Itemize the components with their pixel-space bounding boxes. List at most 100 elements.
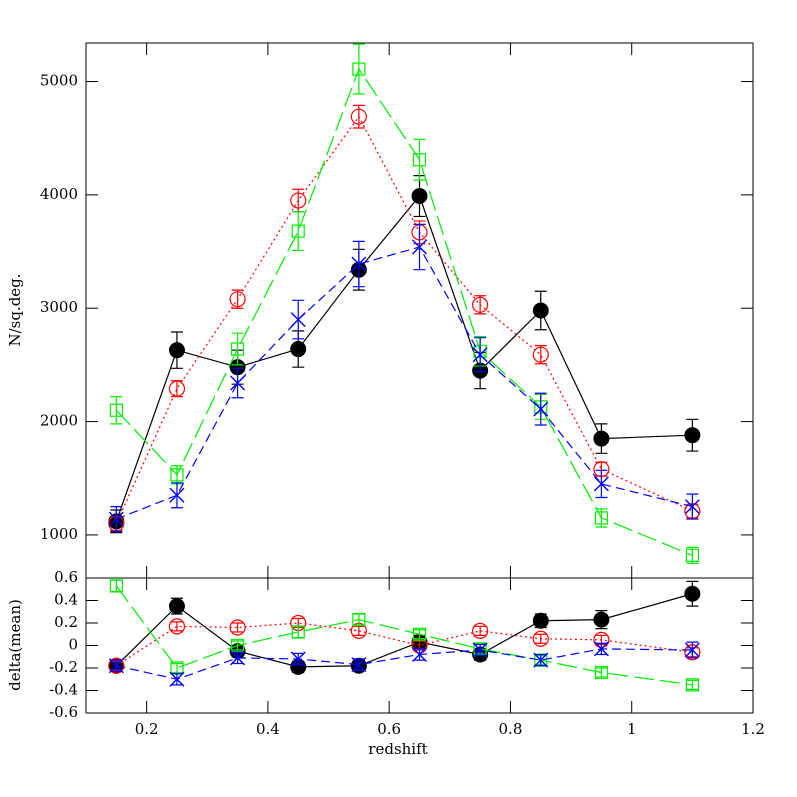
y-tick-label: -0.4 xyxy=(49,681,78,699)
marker xyxy=(684,427,701,444)
marker xyxy=(472,296,489,313)
marker xyxy=(532,612,549,629)
error-bar xyxy=(534,345,547,365)
marker xyxy=(684,585,701,602)
marker xyxy=(290,192,307,209)
y-tick-label: 1000 xyxy=(40,525,78,543)
marker xyxy=(685,548,699,562)
marker xyxy=(109,579,123,593)
marker xyxy=(168,618,186,635)
marker xyxy=(532,302,549,319)
error-bar xyxy=(352,613,365,626)
marker xyxy=(351,657,367,673)
marker xyxy=(230,342,245,356)
marker xyxy=(290,651,306,667)
marker xyxy=(532,346,549,363)
series-line xyxy=(115,67,693,556)
x-tick-label: 1 xyxy=(627,720,637,738)
y-tick-label: -0.2 xyxy=(49,658,78,676)
marker xyxy=(291,224,305,238)
error-bar xyxy=(110,579,123,593)
error-bar xyxy=(686,546,699,564)
marker xyxy=(684,499,700,515)
error-bar xyxy=(352,43,365,95)
error-bar xyxy=(413,138,426,181)
marker xyxy=(108,511,124,527)
error-bar xyxy=(474,295,487,315)
error-bar xyxy=(474,625,487,636)
y-tick-label: 5000 xyxy=(40,72,78,90)
marker xyxy=(108,657,125,674)
marker xyxy=(594,511,609,525)
marker xyxy=(472,642,488,658)
marker xyxy=(352,613,366,627)
marker xyxy=(168,598,185,615)
x-axis-label: redshift xyxy=(368,740,427,758)
y-tick-label: 0.2 xyxy=(54,613,78,631)
marker xyxy=(593,641,609,657)
error-bar xyxy=(352,625,365,636)
error-bar xyxy=(595,667,608,678)
marker xyxy=(290,312,306,328)
error-bar xyxy=(170,621,183,632)
y-axis-label: delta(mean) xyxy=(6,599,24,691)
marker xyxy=(352,62,366,76)
marker xyxy=(169,487,185,503)
marker xyxy=(229,291,246,308)
error-bar xyxy=(170,662,183,674)
marker xyxy=(412,153,427,167)
marker xyxy=(412,647,427,662)
marker xyxy=(533,401,549,417)
marker xyxy=(109,403,123,417)
marker xyxy=(229,619,246,636)
series-line xyxy=(115,622,693,667)
marker xyxy=(230,375,246,391)
error-bar xyxy=(231,332,244,366)
marker xyxy=(291,625,305,639)
error-bar xyxy=(110,396,123,425)
error-bar xyxy=(231,622,244,633)
error-bar xyxy=(686,679,699,690)
y-tick-label: 4000 xyxy=(40,185,78,203)
marker xyxy=(593,611,610,628)
marker xyxy=(168,380,186,397)
marker xyxy=(229,359,246,376)
series-line xyxy=(115,115,693,524)
marker xyxy=(472,622,489,639)
marker xyxy=(108,658,124,674)
x-tick-label: 0.2 xyxy=(135,720,159,738)
x-tick-label: 0.8 xyxy=(499,720,523,738)
error-bar xyxy=(231,289,244,309)
error-bar xyxy=(231,640,244,651)
marker xyxy=(230,650,246,666)
marker xyxy=(290,341,307,358)
series-line xyxy=(115,194,693,522)
y-tick-label: 0.6 xyxy=(54,568,78,586)
series-line xyxy=(116,648,693,680)
y-tick-label: 3000 xyxy=(40,298,78,316)
marker xyxy=(169,671,185,687)
marker xyxy=(472,347,488,363)
marker xyxy=(351,256,367,272)
y-axis-label: N/sq.deg. xyxy=(6,273,24,346)
plot-frame xyxy=(85,42,754,579)
x-tick-label: 0.6 xyxy=(377,720,401,738)
series-line xyxy=(115,585,693,686)
marker xyxy=(533,652,549,668)
marker xyxy=(532,630,549,647)
error-bar xyxy=(292,211,305,252)
marker xyxy=(411,188,428,205)
x-tick-label: 0.4 xyxy=(256,720,280,738)
marker xyxy=(350,108,367,125)
series-line xyxy=(116,246,693,520)
y-tick-label: 0 xyxy=(68,636,78,654)
marker xyxy=(230,638,245,653)
error-bar xyxy=(413,629,426,640)
marker xyxy=(412,239,427,255)
marker xyxy=(168,342,185,359)
y-tick-label: 2000 xyxy=(40,412,78,430)
marker xyxy=(594,665,609,680)
marker xyxy=(170,468,184,482)
